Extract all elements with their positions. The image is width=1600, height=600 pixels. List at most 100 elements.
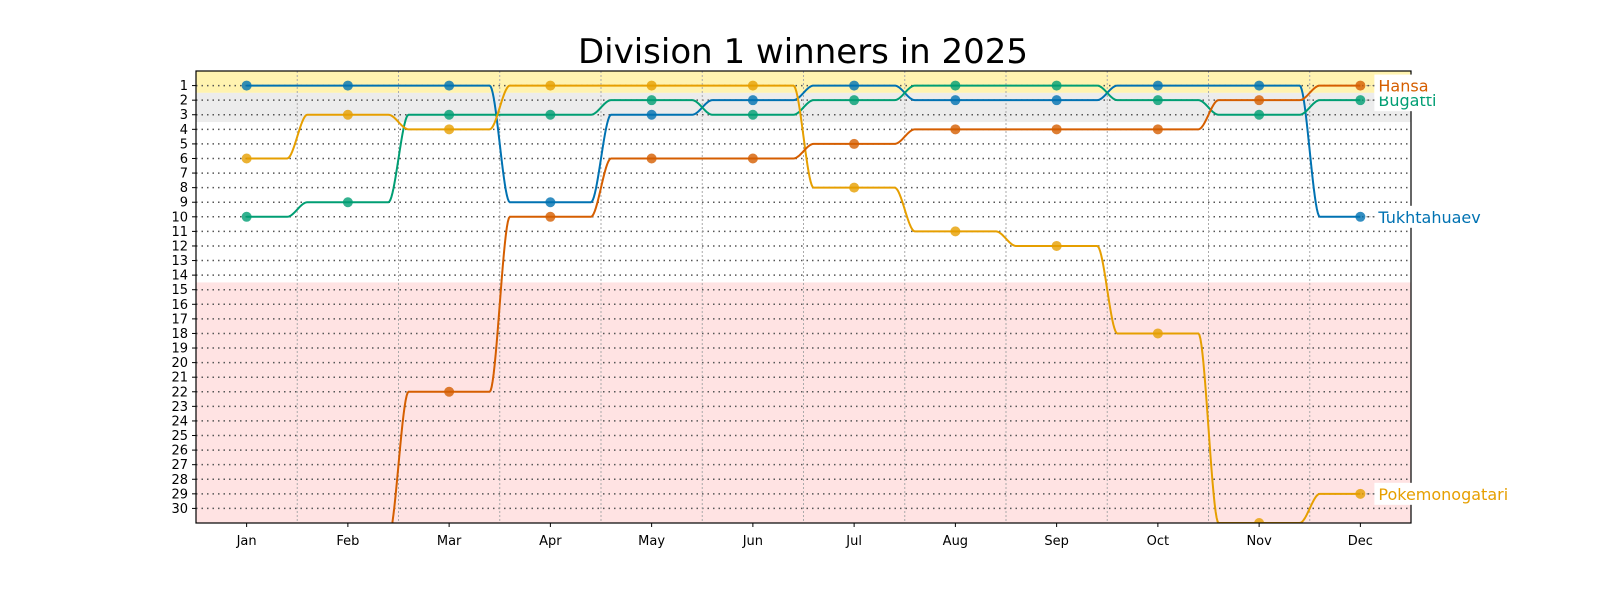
data-point	[241, 153, 252, 164]
data-point	[545, 211, 556, 222]
y-tick-label: 23	[171, 400, 188, 415]
data-point	[342, 197, 353, 208]
series-line-tukhtahuaev	[246, 84, 1361, 218]
x-tick-label: Mar	[437, 534, 462, 549]
x-tick-label: Jan	[236, 534, 257, 549]
y-tick-label: 18	[171, 327, 188, 342]
y-tick-label: 30	[171, 502, 188, 517]
series-label: Hansa	[1378, 77, 1428, 96]
y-tick-label: 25	[171, 429, 188, 444]
data-point	[849, 95, 860, 106]
x-tick-label: May	[638, 534, 665, 549]
y-tick-label: 7	[180, 167, 188, 182]
label-background	[1374, 205, 1488, 228]
x-tick-label: Jun	[742, 534, 763, 549]
y-tick-label: 28	[171, 473, 188, 488]
y-tick-label: 12	[171, 239, 188, 254]
data-point	[1152, 95, 1163, 106]
data-point	[646, 153, 657, 164]
y-tick-label: 20	[171, 356, 188, 371]
y-tick-label: 11	[171, 225, 188, 240]
y-tick-label: 27	[171, 458, 188, 473]
series-line-pokemonogatari	[246, 84, 1361, 523]
data-point	[342, 80, 353, 91]
data-point	[241, 211, 252, 222]
y-tick-label: 26	[171, 444, 188, 459]
x-tick-label: Nov	[1246, 534, 1272, 549]
y-tick-label: 19	[171, 342, 188, 357]
y-tick-label: 22	[171, 385, 188, 400]
x-tick-label: Feb	[336, 534, 359, 549]
x-tick-label: Apr	[539, 534, 562, 549]
data-point	[646, 109, 657, 120]
y-tick-label: 1	[180, 79, 188, 94]
y-axis: 1234567891011121314151617181920212223242…	[171, 79, 196, 517]
data-point	[1355, 488, 1366, 499]
y-tick-label: 4	[180, 123, 188, 138]
y-tick-label: 3	[180, 108, 188, 123]
data-point	[545, 197, 556, 208]
data-point	[849, 138, 860, 149]
data-point	[849, 80, 860, 91]
data-point	[545, 109, 556, 120]
y-tick-label: 2	[180, 94, 188, 109]
label-background	[1374, 74, 1431, 97]
y-tick-label: 29	[171, 487, 188, 502]
y-tick-label: 21	[171, 371, 188, 386]
data-point	[1254, 80, 1265, 91]
series-lines	[241, 80, 1366, 523]
x-tick-label: Aug	[943, 534, 968, 549]
data-point	[444, 109, 455, 120]
data-point	[747, 153, 758, 164]
data-point	[241, 80, 252, 91]
data-point	[1355, 80, 1366, 91]
chart-title: Division 1 winners in 2025	[578, 32, 1028, 72]
data-point	[1152, 124, 1163, 135]
grid-lines	[196, 71, 1411, 523]
data-point	[342, 109, 353, 120]
data-point	[1254, 95, 1265, 106]
y-tick-label: 16	[171, 298, 188, 313]
data-point	[849, 182, 860, 193]
y-tick-label: 17	[171, 312, 188, 327]
label-background	[1374, 482, 1517, 505]
data-point	[1254, 109, 1265, 120]
data-point	[646, 95, 657, 106]
data-point	[1051, 240, 1062, 251]
data-point	[950, 95, 961, 106]
data-point	[1254, 518, 1265, 523]
x-tick-label: Dec	[1348, 534, 1373, 549]
data-point	[444, 80, 455, 91]
series-line-hansa	[391, 84, 1361, 523]
data-point	[444, 124, 455, 135]
data-point	[1355, 95, 1366, 106]
rank-band	[196, 282, 1411, 523]
y-tick-label: 10	[171, 210, 188, 225]
data-point	[950, 80, 961, 91]
data-point	[444, 386, 455, 397]
data-point	[747, 95, 758, 106]
x-tick-label: Jul	[845, 534, 862, 549]
data-point	[1355, 211, 1366, 222]
plot-frame	[195, 70, 1412, 524]
data-point	[1152, 328, 1163, 339]
data-point	[950, 226, 961, 237]
y-tick-label: 13	[171, 254, 188, 269]
data-point	[1051, 95, 1062, 106]
x-tick-label: Sep	[1044, 534, 1069, 549]
y-tick-label: 5	[180, 137, 188, 152]
x-tick-label: Oct	[1147, 534, 1169, 549]
data-point	[646, 80, 657, 91]
data-point	[950, 124, 961, 135]
y-tick-label: 6	[180, 152, 188, 167]
y-tick-label: 24	[171, 414, 188, 429]
data-point	[747, 109, 758, 120]
x-axis: Jan Feb Mar Apr May Jun Jul Aug Sep Oct Nov Dec	[236, 523, 1373, 549]
data-point	[1152, 80, 1163, 91]
data-point	[747, 80, 758, 91]
series-line-bugatti	[246, 84, 1361, 218]
y-tick-label: 15	[171, 283, 188, 298]
data-point	[545, 80, 556, 91]
